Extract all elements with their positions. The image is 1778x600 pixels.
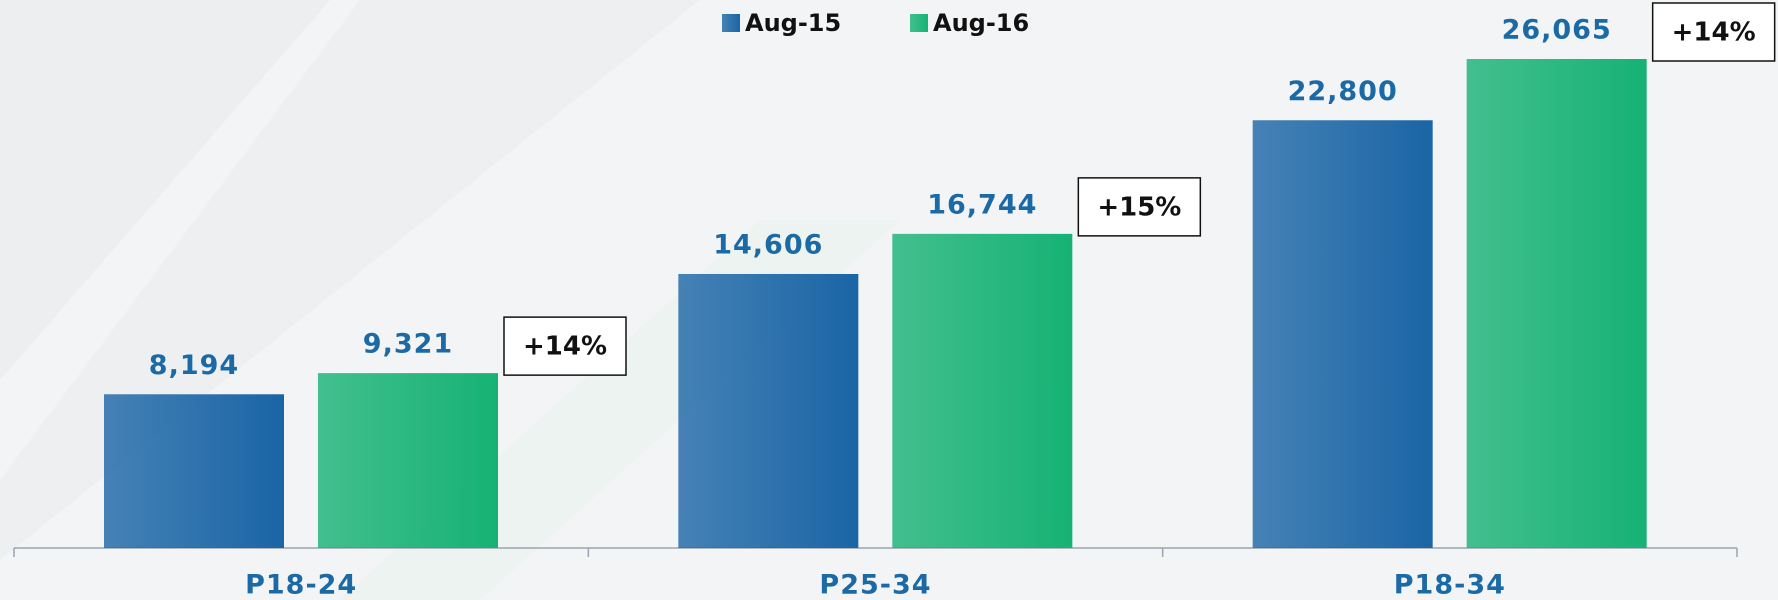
annotation-box <box>1077 177 1202 237</box>
x-tick-label: P18-24 <box>245 570 357 600</box>
legend-label: Aug-15 <box>745 9 841 37</box>
x-tick-label: P25-34 <box>819 570 931 600</box>
data-label: 8,194 <box>149 350 239 381</box>
data-label: 22,800 <box>1288 76 1398 107</box>
data-label: 9,321 <box>363 329 453 360</box>
annotation-box <box>1651 2 1776 62</box>
bar <box>678 273 859 548</box>
bar <box>104 394 284 548</box>
annotation: +14% <box>523 332 607 362</box>
legend-swatch <box>722 14 740 32</box>
bar <box>1466 59 1647 548</box>
data-label: 26,065 <box>1502 15 1612 46</box>
data-label: 14,606 <box>713 229 823 260</box>
bar <box>318 373 498 548</box>
annotation-box <box>503 316 627 376</box>
legend-label: Aug-16 <box>933 9 1029 37</box>
legend-swatch <box>910 14 928 32</box>
annotation: +14% <box>1672 18 1756 48</box>
data-label: 16,744 <box>927 189 1037 220</box>
bar <box>1252 120 1433 549</box>
annotation: +15% <box>1097 192 1181 222</box>
bar <box>892 233 1073 548</box>
x-tick-label: P18-34 <box>1394 570 1506 600</box>
